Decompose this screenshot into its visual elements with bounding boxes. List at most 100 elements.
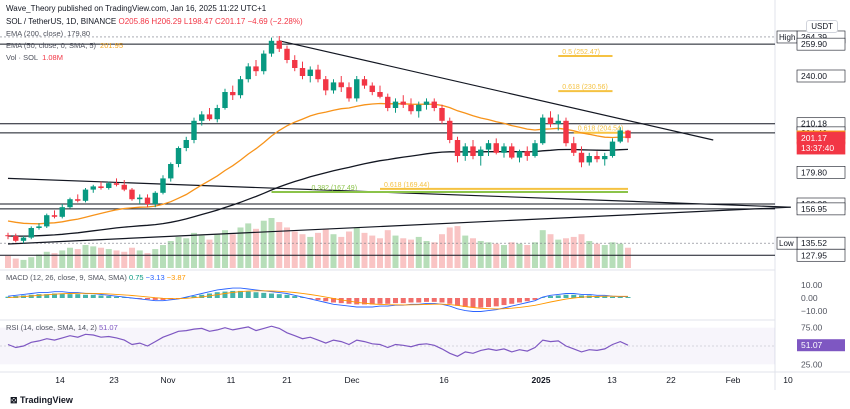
volume-bar xyxy=(291,231,298,268)
macd-histogram-bar xyxy=(238,290,243,298)
volume-bar xyxy=(299,234,306,268)
macd-histogram-bar xyxy=(199,294,205,298)
candle-body xyxy=(346,87,352,99)
rsi-legend[interactable]: RSI (14, close, SMA, 14, 2) 51.07 xyxy=(6,323,118,332)
time-tick-label: 21 xyxy=(282,375,292,385)
candle-body xyxy=(547,117,554,124)
fib-label: 0.618 (230.56) xyxy=(562,84,608,91)
macd-histogram-bar xyxy=(106,296,112,298)
volume-bar xyxy=(539,230,546,268)
price-tag: 201.17 xyxy=(801,133,827,143)
macd-histogram-bar xyxy=(137,298,143,299)
fibonacci-levels: 0.5 (252.47) 0.618 (230.56) 0.618 (204.54)… xyxy=(271,49,628,194)
macd-histogram-bar xyxy=(431,298,437,302)
candle-body xyxy=(199,114,205,121)
volume-bar xyxy=(423,240,430,268)
candle-body xyxy=(191,120,197,140)
macd-axis-label: −10.00 xyxy=(801,306,828,316)
candle-body xyxy=(354,79,360,99)
macd-histogram-bar xyxy=(509,298,515,304)
macd-legend[interactable]: MACD (12, 26, close, 9, SMA, SMA) 0.75 −… xyxy=(6,273,186,282)
rsi-title: RSI (14, close, SMA, 14, 2) xyxy=(6,323,97,332)
candle-body xyxy=(67,199,73,208)
candle-body xyxy=(75,199,81,201)
candle-body xyxy=(129,189,135,200)
price-tag: 240.00 xyxy=(801,71,827,81)
macd-histogram-bar xyxy=(90,294,96,298)
ema200-label: EMA (200, close) xyxy=(6,29,64,38)
candle-body xyxy=(51,215,58,217)
candle-body xyxy=(454,140,461,156)
grid xyxy=(0,0,850,390)
volume-bar xyxy=(361,232,368,268)
volume-legend[interactable]: Vol · SOL 1.08M xyxy=(6,53,63,62)
macd-histogram-bar xyxy=(594,296,600,298)
macd-histogram-bar xyxy=(555,295,561,298)
candle-body xyxy=(222,92,228,108)
volume-bar xyxy=(594,243,600,268)
price-tag-label: High xyxy=(779,33,795,42)
macd-histogram-bar xyxy=(67,294,73,298)
candle-body xyxy=(423,101,430,105)
candle-body xyxy=(439,108,445,121)
symbol-name[interactable]: SOL / TetherUS, 1D, BINANCE xyxy=(6,17,117,26)
candle-body xyxy=(462,146,468,156)
volume-bar xyxy=(555,239,562,268)
time-tick-label: 10 xyxy=(783,375,793,385)
macd-histogram-bar xyxy=(462,298,468,307)
volume-bar xyxy=(237,227,244,268)
macd-histogram-bar xyxy=(478,298,484,308)
macd-line-value: −3.13 xyxy=(145,273,165,282)
ema200-legend[interactable]: EMA (200, close) 179.80 xyxy=(6,29,90,38)
candle-body xyxy=(578,152,585,163)
price-tag-box xyxy=(796,166,846,179)
price-tag-box xyxy=(796,248,846,262)
candle-body xyxy=(617,130,623,142)
candle-body xyxy=(292,60,298,68)
macd-histogram-bar xyxy=(517,298,522,303)
candle-body xyxy=(245,66,251,80)
candle-body xyxy=(586,156,592,163)
ema50-line xyxy=(7,102,628,225)
volume-bar xyxy=(105,249,112,268)
macd-histogram-bar xyxy=(617,296,623,298)
macd-histogram-bar xyxy=(52,293,57,298)
macd-histogram-bar xyxy=(315,298,321,300)
volume-bar xyxy=(516,243,523,268)
candle-body xyxy=(276,40,282,49)
candle-body xyxy=(20,237,27,241)
candle-body xyxy=(478,149,484,156)
ema50-label: EMA (50, close, 0, SMA, 5) xyxy=(6,41,97,50)
fib-label: 0.5 (252.47) xyxy=(562,49,600,56)
volume-bar xyxy=(276,222,283,268)
volume-bar xyxy=(477,240,484,268)
macd-histogram-bar xyxy=(307,298,313,299)
macd-histogram-bar xyxy=(377,298,383,304)
tradingview-logo[interactable]: ⊠ TradingView xyxy=(10,395,73,406)
volume-bar xyxy=(470,238,476,268)
ema50-value: 201.95 xyxy=(100,41,123,50)
volume-bar xyxy=(346,231,352,268)
ema50-legend[interactable]: EMA (50, close, 0, SMA, 5) 201.95 xyxy=(6,41,123,50)
candle-body xyxy=(416,104,422,112)
rsi-legend-value: 51.07 xyxy=(98,323,118,332)
macd-histogram-bar xyxy=(501,298,507,306)
rsi-value-box xyxy=(797,339,845,352)
macd-axis-label: 0.00 xyxy=(801,293,818,303)
currency-button[interactable]: USDT xyxy=(806,20,838,33)
macd-histogram-bar xyxy=(75,294,81,298)
volume-bar xyxy=(570,236,577,268)
volume-label: Vol · SOL xyxy=(6,53,39,62)
tradingview-icon: ⊠ xyxy=(10,395,21,405)
macd-signal-value: −3.87 xyxy=(166,273,186,282)
macd-histogram-bar xyxy=(625,297,631,298)
candle-body xyxy=(113,183,120,185)
volume-bar xyxy=(322,228,329,268)
candle-body xyxy=(307,69,313,76)
macd-histogram-bar xyxy=(152,298,158,300)
volume-bar xyxy=(36,254,42,268)
time-tick-label: 23 xyxy=(109,375,119,385)
macd-histogram-bar xyxy=(424,298,429,302)
volume-bar xyxy=(67,247,73,268)
